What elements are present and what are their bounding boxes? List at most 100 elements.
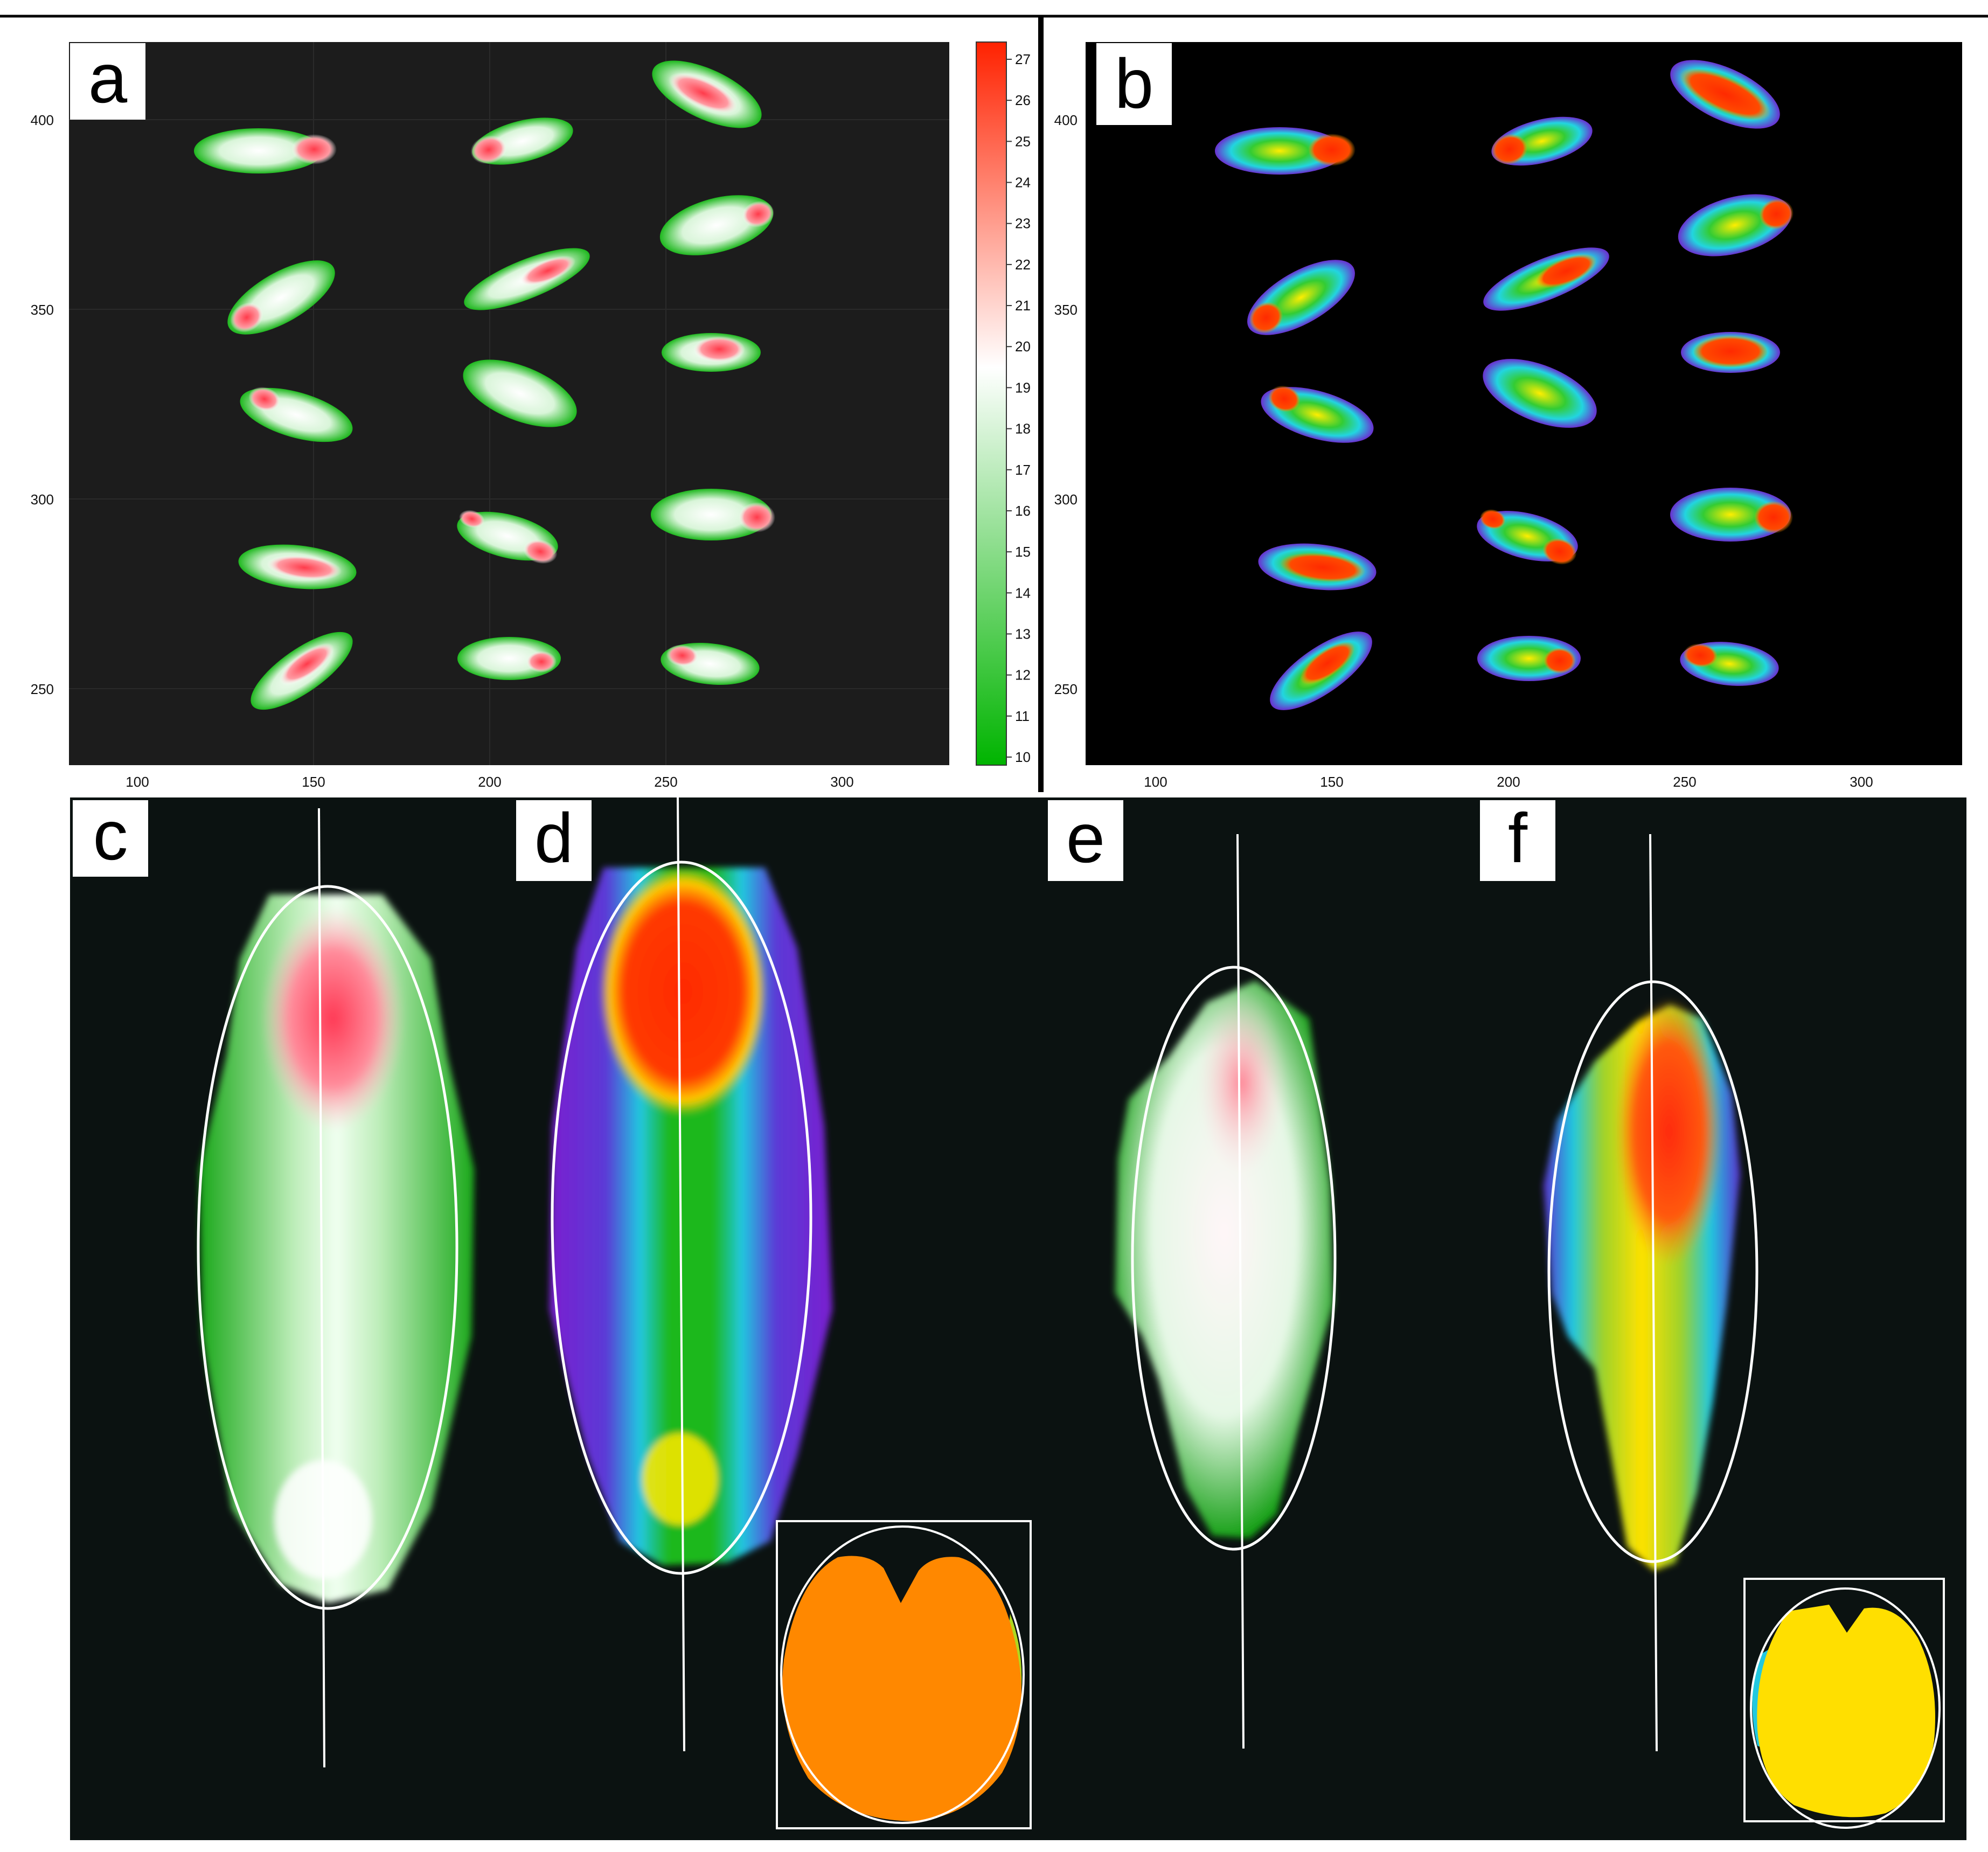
colorbar-tick-label: 14 — [1015, 585, 1031, 601]
panel-f-inset — [1743, 1578, 1945, 1829]
panel-d: d — [516, 797, 1032, 1829]
cell-b4 — [1247, 260, 1355, 335]
panel-c-axis-line — [318, 808, 325, 1768]
cell-a2 — [470, 117, 573, 165]
cell-a9 — [662, 333, 761, 372]
colorbar-gradient — [976, 41, 1007, 766]
panel-c: c — [73, 796, 474, 1768]
colorbar-tick-label: 27 — [1015, 51, 1031, 67]
colorbar-tick-label: 18 — [1015, 421, 1031, 437]
panel-f-inset-outline — [1750, 1587, 1941, 1829]
x-tick: 200 — [1497, 774, 1520, 790]
panel-a-cells — [194, 60, 775, 710]
cell-b9 — [1681, 332, 1780, 373]
cell-b8 — [1483, 359, 1597, 428]
panel-d-inset-outline — [780, 1525, 1025, 1824]
colorbar-tick-label: 15 — [1015, 544, 1031, 560]
panel-b-y-ticks: 400 350 300 250 — [1054, 112, 1078, 697]
panel-a: 400 350 300 250 100 150 200 250 300 a 27… — [31, 39, 1031, 790]
panel-f-cell — [1544, 997, 1740, 1571]
colorbar-tick-label: 26 — [1015, 92, 1031, 108]
colorbar-tick-label: 23 — [1015, 216, 1031, 232]
panel-b-label: b — [1115, 44, 1153, 123]
colorbar-tick-label: 24 — [1015, 175, 1031, 191]
colorbar-tick-label: 10 — [1015, 749, 1031, 765]
colorbar-tick-label: 20 — [1015, 338, 1031, 355]
panel-c-label: c — [93, 796, 128, 875]
panel-c-outline — [197, 885, 458, 1610]
cell-b14 — [1477, 636, 1581, 681]
panel-d-label: d — [534, 799, 573, 877]
panel-e-axis-line — [1236, 834, 1245, 1749]
x-tick: 100 — [126, 774, 149, 790]
cell-a3 — [652, 60, 762, 128]
colorbar-tick-label: 13 — [1015, 626, 1031, 642]
cell-a12 — [651, 489, 775, 540]
panel-d-inset — [776, 1520, 1032, 1829]
colorbar-ticks: 27 26 25 24 23 22 21 20 19 18 17 16 15 14 13 12 11 10 — [1006, 51, 1031, 765]
cell-b7 — [1261, 385, 1374, 443]
panel-a-label: a — [88, 39, 128, 117]
panel-c-label-box — [73, 800, 148, 877]
cell-a1 — [194, 128, 337, 174]
cell-b13 — [1270, 632, 1372, 710]
x-tick: 150 — [302, 774, 325, 790]
panel-c-cell — [199, 894, 474, 1603]
cell-a15 — [661, 643, 760, 685]
panel-f-label: f — [1508, 799, 1528, 877]
panel-e-label-box — [1048, 800, 1123, 881]
cell-a6 — [659, 195, 774, 255]
cell-a7 — [240, 386, 353, 442]
y-tick: 350 — [1054, 302, 1078, 318]
panel-d-outline — [551, 861, 812, 1575]
panel-e-cell — [1115, 981, 1333, 1538]
panel-e-outline — [1131, 966, 1337, 1551]
x-tick: 300 — [1850, 774, 1873, 790]
x-tick: 250 — [654, 774, 677, 790]
cell-a5 — [464, 248, 590, 310]
panel-b-cells — [1215, 60, 1794, 710]
panel-a-label-box — [70, 43, 145, 120]
y-tick: 300 — [31, 491, 54, 508]
x-tick: 250 — [1673, 774, 1696, 790]
cell-b10 — [1258, 543, 1377, 591]
panel-d-axis-line — [677, 797, 685, 1752]
colorbar-tick-label: 21 — [1015, 297, 1031, 314]
panel-e: e — [1048, 799, 1337, 1749]
panel-b-label-box — [1096, 43, 1172, 125]
y-tick: 350 — [31, 302, 54, 318]
cell-b2 — [1491, 116, 1593, 166]
panel-f: f — [1480, 799, 1945, 1829]
panel-b-x-ticks: 100 150 200 250 300 — [1144, 774, 1873, 790]
cell-a10 — [238, 544, 357, 589]
panel-e-label: e — [1066, 799, 1105, 877]
cell-a14 — [457, 637, 561, 680]
panel-f-label-box — [1480, 800, 1555, 881]
cell-b15 — [1680, 642, 1779, 686]
panel-f-outline — [1547, 980, 1758, 1563]
y-tick: 250 — [31, 681, 54, 697]
x-tick: 150 — [1320, 774, 1343, 790]
cell-a4 — [227, 260, 335, 335]
cell-b6 — [1678, 194, 1794, 256]
panel-f-axis-line — [1649, 834, 1658, 1752]
colorbar-tick-label: 17 — [1015, 462, 1031, 478]
cell-a13 — [251, 632, 353, 710]
x-tick: 200 — [478, 774, 501, 790]
cell-b11 — [1477, 509, 1578, 565]
cell-b12 — [1670, 488, 1793, 542]
colorbar-tick-label: 22 — [1015, 256, 1031, 273]
colorbar-tick-label: 25 — [1015, 133, 1031, 149]
x-tick: 100 — [1144, 774, 1167, 790]
x-tick: 300 — [830, 774, 853, 790]
colorbar: 27 26 25 24 23 22 21 20 19 18 17 16 15 14 13 12 11 10 — [976, 41, 1031, 766]
panel-a-y-ticks: 400 350 300 250 — [31, 112, 54, 697]
colorbar-tick-label: 16 — [1015, 503, 1031, 519]
panel-d-label-box — [516, 800, 592, 881]
cell-b5 — [1483, 247, 1609, 311]
cell-b3 — [1670, 60, 1780, 129]
cell-a11 — [457, 510, 558, 564]
cell-a8 — [463, 359, 577, 427]
panel-d-cell — [550, 868, 832, 1565]
